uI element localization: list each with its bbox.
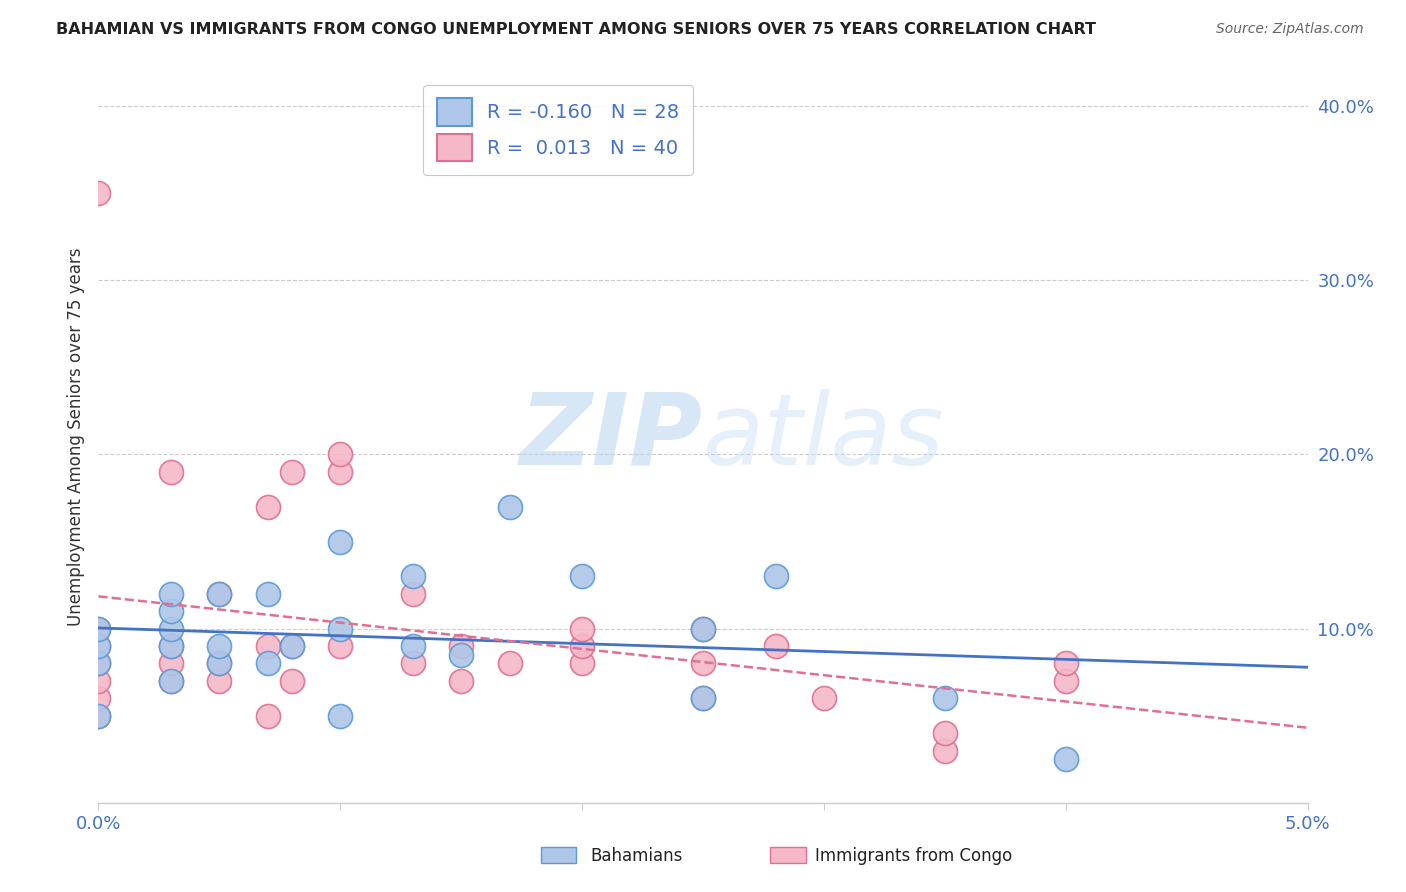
- Point: [571, 639, 593, 653]
- Point: [329, 639, 352, 653]
- Point: [450, 648, 472, 662]
- Point: [87, 186, 110, 201]
- Point: [87, 708, 110, 723]
- Point: [281, 639, 304, 653]
- Point: [934, 743, 956, 757]
- Point: [87, 657, 110, 671]
- Point: [160, 639, 183, 653]
- Point: [160, 639, 183, 653]
- Point: [692, 691, 714, 706]
- Point: [160, 673, 183, 688]
- Text: Immigrants from Congo: Immigrants from Congo: [815, 847, 1012, 865]
- Point: [281, 673, 304, 688]
- Point: [450, 639, 472, 653]
- Point: [329, 448, 352, 462]
- Point: [281, 465, 304, 479]
- Point: [256, 708, 278, 723]
- Text: Source: ZipAtlas.com: Source: ZipAtlas.com: [1216, 22, 1364, 37]
- Point: [692, 622, 714, 636]
- Point: [208, 657, 231, 671]
- Point: [402, 639, 425, 653]
- Y-axis label: Unemployment Among Seniors over 75 years: Unemployment Among Seniors over 75 years: [66, 248, 84, 626]
- Point: [402, 587, 425, 601]
- Point: [208, 673, 231, 688]
- Point: [329, 534, 352, 549]
- Point: [256, 587, 278, 601]
- Point: [160, 604, 183, 618]
- Point: [934, 726, 956, 740]
- Text: atlas: atlas: [703, 389, 945, 485]
- Point: [498, 657, 520, 671]
- Point: [329, 708, 352, 723]
- Point: [692, 622, 714, 636]
- Point: [1054, 657, 1077, 671]
- Point: [256, 657, 278, 671]
- Point: [402, 569, 425, 583]
- Point: [329, 465, 352, 479]
- Point: [87, 691, 110, 706]
- Point: [1054, 752, 1077, 766]
- Point: [208, 587, 231, 601]
- Point: [329, 622, 352, 636]
- Point: [450, 673, 472, 688]
- Point: [87, 622, 110, 636]
- Point: [208, 639, 231, 653]
- Text: ZIP: ZIP: [520, 389, 703, 485]
- Point: [1054, 673, 1077, 688]
- Point: [160, 622, 183, 636]
- Point: [87, 708, 110, 723]
- Legend: R = -0.160   N = 28, R =  0.013   N = 40: R = -0.160 N = 28, R = 0.013 N = 40: [423, 85, 693, 175]
- Point: [87, 657, 110, 671]
- Point: [402, 657, 425, 671]
- Point: [208, 587, 231, 601]
- Point: [160, 587, 183, 601]
- Point: [765, 569, 787, 583]
- Point: [87, 639, 110, 653]
- Point: [87, 639, 110, 653]
- Point: [281, 639, 304, 653]
- Point: [571, 657, 593, 671]
- Point: [571, 622, 593, 636]
- Point: [571, 569, 593, 583]
- Point: [160, 465, 183, 479]
- Point: [498, 500, 520, 514]
- Point: [256, 639, 278, 653]
- Point: [813, 691, 835, 706]
- Point: [208, 657, 231, 671]
- Text: Bahamians: Bahamians: [591, 847, 683, 865]
- Point: [692, 691, 714, 706]
- Point: [160, 673, 183, 688]
- Point: [87, 622, 110, 636]
- Text: BAHAMIAN VS IMMIGRANTS FROM CONGO UNEMPLOYMENT AMONG SENIORS OVER 75 YEARS CORRE: BAHAMIAN VS IMMIGRANTS FROM CONGO UNEMPL…: [56, 22, 1097, 37]
- Point: [160, 657, 183, 671]
- Point: [256, 500, 278, 514]
- Point: [765, 639, 787, 653]
- Point: [692, 657, 714, 671]
- Point: [934, 691, 956, 706]
- Point: [87, 673, 110, 688]
